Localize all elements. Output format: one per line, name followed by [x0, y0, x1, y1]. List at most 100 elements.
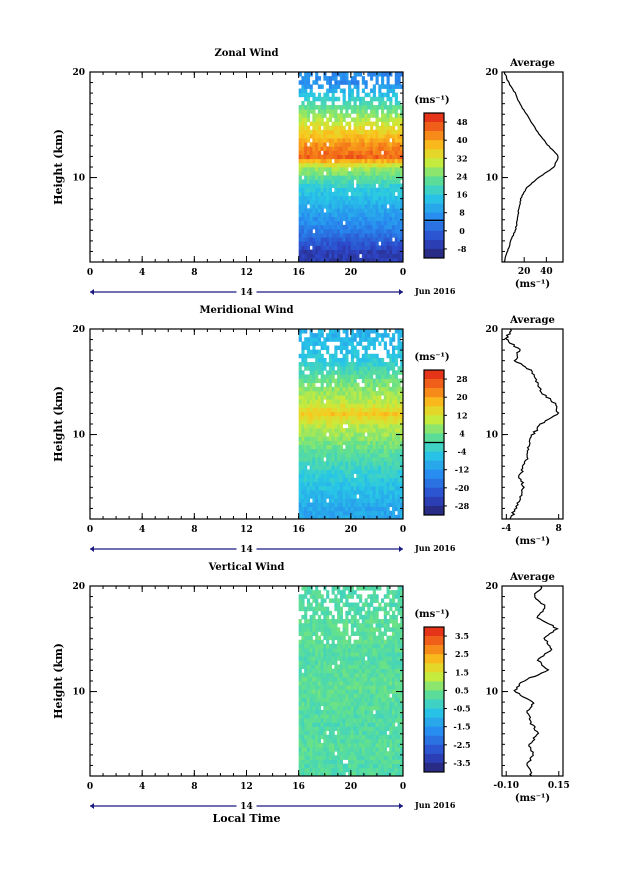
- heatmap-cell: [309, 676, 313, 682]
- heatmap-cell: [397, 395, 401, 400]
- heatmap-cell: [342, 705, 346, 711]
- heatmap-cell: [320, 598, 324, 603]
- heatmap-cell: [394, 72, 398, 77]
- heatmap-cell: [301, 722, 305, 727]
- heatmap-cell: [317, 751, 322, 756]
- heatmap-cell: [372, 183, 376, 189]
- heatmap-cell: [386, 187, 390, 193]
- heatmap-cell: [370, 767, 374, 773]
- heatmap-cell: [370, 72, 374, 77]
- heatmap-cell: [359, 444, 363, 450]
- heatmap-cell: [306, 212, 311, 217]
- heatmap-cell: [334, 485, 338, 491]
- heatmap-cell: [350, 378, 354, 384]
- heatmap-cell: [320, 216, 324, 222]
- heatmap-cell: [304, 494, 308, 499]
- heatmap-cell: [320, 432, 324, 437]
- heatmap-cell: [312, 481, 316, 487]
- heatmap-cell: [383, 72, 387, 77]
- heatmap-cell: [364, 506, 368, 512]
- heatmap-cell: [331, 656, 335, 661]
- heatmap-cell: [361, 158, 365, 164]
- heatmap-cell: [389, 485, 393, 491]
- heatmap-cell: [339, 337, 343, 342]
- heatmap-cell: [328, 142, 333, 147]
- heatmap-cell: [372, 158, 376, 164]
- heatmap-cell: [348, 452, 352, 458]
- heatmap-cell: [375, 150, 379, 156]
- heatmap-cell: [356, 187, 360, 193]
- heatmap-cell: [350, 411, 354, 417]
- heatmap-cell: [375, 249, 379, 255]
- heatmap-cell: [375, 494, 379, 499]
- profile-x-tick-label: -4: [501, 524, 511, 534]
- heatmap-cell: [359, 660, 363, 665]
- heatmap-cell: [378, 237, 382, 242]
- heatmap-cell: [348, 726, 352, 731]
- y-axis-label: Height (km): [52, 129, 65, 205]
- heatmap-cell: [348, 647, 352, 653]
- heatmap-cell: [339, 767, 343, 773]
- heatmap-cell: [348, 162, 352, 168]
- heatmap-cell: [298, 80, 302, 85]
- heatmap-cell: [397, 241, 401, 246]
- heatmap-cell: [392, 370, 396, 375]
- heatmap-cell: [361, 681, 365, 686]
- heatmap-cell: [326, 652, 330, 657]
- heatmap-cell: [400, 84, 404, 89]
- heatmap-cell: [350, 133, 354, 139]
- heatmap-cell: [367, 167, 371, 172]
- heatmap-cell: [298, 249, 302, 255]
- heatmap-cell: [337, 208, 341, 213]
- heatmap-cell: [386, 771, 390, 777]
- heatmap-cell: [394, 257, 398, 263]
- heatmap-cell: [326, 771, 330, 777]
- heatmap-cell: [306, 349, 311, 355]
- heatmap-cell: [375, 693, 379, 698]
- heatmap-cell: [400, 415, 404, 421]
- heatmap-cell: [356, 403, 360, 408]
- heatmap-cell: [375, 726, 379, 731]
- heatmap-cell: [306, 382, 311, 388]
- heatmap-cell: [378, 448, 382, 454]
- heatmap-cell: [386, 477, 390, 483]
- heatmap-cell: [381, 208, 385, 213]
- heatmap-cell: [312, 747, 316, 752]
- heatmap-cell: [337, 179, 341, 184]
- heatmap-cell: [334, 167, 338, 172]
- heatmap-cell: [353, 204, 357, 209]
- heatmap-cell: [381, 734, 385, 740]
- heatmap-cell: [326, 502, 330, 508]
- heatmap-cell: [370, 502, 374, 508]
- heatmap-cell: [348, 751, 352, 756]
- heatmap-cell: [328, 195, 333, 201]
- heatmap-cell: [328, 610, 333, 616]
- heatmap-cell: [337, 220, 341, 226]
- heatmap-cell: [367, 652, 371, 657]
- heatmap-cell: [342, 228, 346, 234]
- heatmap-cell: [326, 623, 330, 628]
- heatmap-cell: [372, 337, 376, 342]
- heatmap-cell: [370, 195, 374, 201]
- heatmap-cell: [386, 233, 390, 238]
- heatmap-cell: [309, 751, 313, 756]
- heatmap-cell: [331, 419, 335, 425]
- heatmap-cell: [317, 498, 322, 503]
- profile-y-tick-label: 10: [485, 174, 498, 184]
- heatmap-cell: [353, 602, 357, 608]
- heatmap-cell: [328, 510, 333, 516]
- heatmap-cell: [312, 353, 316, 359]
- heatmap-cell: [309, 490, 313, 495]
- heatmap-cell: [372, 469, 376, 474]
- heatmap-cell: [339, 138, 343, 143]
- heatmap-cell: [337, 167, 341, 172]
- heatmap-cell: [386, 619, 390, 624]
- heatmap-cell: [306, 606, 311, 612]
- heatmap-cell: [298, 598, 302, 603]
- heatmap-cell: [331, 714, 335, 719]
- heatmap-cell: [337, 722, 341, 727]
- heatmap-cell: [381, 333, 385, 338]
- heatmap-cell: [348, 395, 352, 400]
- heatmap-cell: [326, 693, 330, 698]
- heatmap-cell: [372, 685, 376, 690]
